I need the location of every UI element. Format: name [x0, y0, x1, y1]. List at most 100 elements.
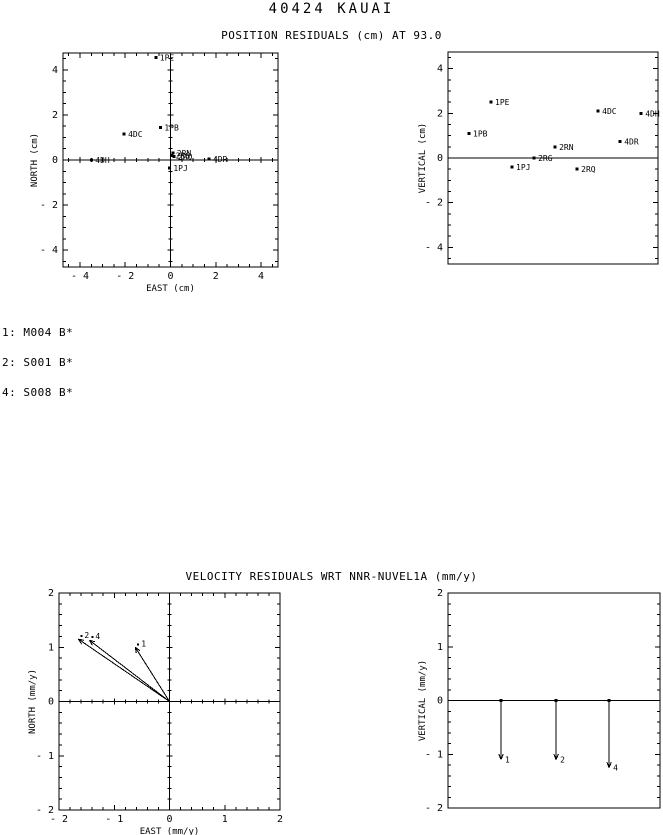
- x-tick-label: 4: [258, 271, 264, 282]
- y-tick-label: - 2: [40, 200, 58, 211]
- y-tick-label: 2: [437, 108, 443, 119]
- data-point-label: 1PE: [160, 54, 175, 63]
- vector-tip-marker: [80, 635, 83, 638]
- y-tick-label: 0: [52, 155, 58, 166]
- velocity-vector: [78, 638, 170, 702]
- x-axis-label: EAST (mm/y): [140, 827, 200, 835]
- x-tick-label: 2: [277, 814, 283, 825]
- y-tick-label: - 1: [425, 749, 443, 760]
- data-point-label: 2RQ: [581, 165, 596, 174]
- data-point-label: 1PE: [495, 98, 510, 107]
- data-point-4DC: [122, 132, 126, 136]
- data-point-2RQ: [172, 155, 176, 159]
- data-point-1PJ: [510, 165, 514, 169]
- velocity-section-title: VELOCITY RESIDUALS WRT NNR-NUVEL1A (mm/y…: [185, 570, 478, 583]
- data-point-label: 1PJ: [173, 164, 187, 173]
- y-tick-label: 0: [437, 696, 443, 707]
- arrow-label: 1: [505, 756, 510, 765]
- x-tick-label: - 2: [116, 271, 134, 282]
- data-point-2RG: [170, 153, 174, 157]
- arrowhead: [498, 753, 502, 760]
- vector-label: 1: [141, 639, 146, 648]
- position-north-east-plot: - 4 - 2 0 2 4 NORTH (cm) - 4 - 2 0 2 4 EAST (cm) 1PE…: [30, 52, 279, 294]
- data-point-label: 2RQ: [178, 153, 193, 162]
- velocity-vector: [134, 646, 170, 702]
- arrowhead: [88, 639, 93, 646]
- data-point-label: 4DC: [602, 107, 617, 116]
- legend-item-1: 1: M004 B*: [2, 326, 74, 339]
- data-point-1PE: [154, 56, 158, 60]
- arrowhead: [134, 647, 137, 654]
- y-tick-label: 0: [48, 697, 54, 708]
- arrowhead: [78, 638, 85, 641]
- y-axis-label: VERTICAL (mm/y): [418, 660, 428, 741]
- arrow-label: 2: [560, 756, 565, 765]
- y-tick-label: 4: [437, 64, 443, 75]
- y-axis-label: NORTH (cm): [30, 133, 40, 187]
- legend-item-2: 2: S001 B*: [2, 356, 74, 369]
- data-point-label: 4DR: [213, 155, 228, 164]
- y-tick-label: 1: [48, 642, 54, 653]
- y-tick-label: - 2: [36, 805, 54, 816]
- data-point-2RN: [553, 145, 557, 149]
- data-point-label: 2RG: [538, 154, 553, 163]
- data-point-label: 4DH: [95, 156, 110, 165]
- vector-label: 2: [84, 631, 89, 640]
- data-point-1PB: [467, 131, 471, 135]
- arrowhead: [134, 646, 141, 652]
- y-tick-label: - 1: [36, 751, 54, 762]
- y-tick-label: 2: [48, 588, 54, 599]
- velocity-vertical-plot: - 2 - 1 0 1 2 VERTICAL (mm/y) 1 2 4: [418, 588, 661, 814]
- arrow-label: 4: [613, 764, 618, 773]
- x-tick-label: 1: [222, 814, 228, 825]
- position-section-title: POSITION RESIDUALS (cm) AT 93.0: [221, 29, 442, 42]
- data-point-1PB: [158, 125, 162, 129]
- data-point-label: 4DR: [624, 137, 639, 146]
- data-point-4DC: [596, 109, 600, 113]
- y-tick-label: 0: [437, 153, 443, 164]
- data-point-4DR: [207, 157, 211, 161]
- y-tick-label: - 4: [40, 245, 58, 256]
- data-point-4DH: [639, 111, 643, 115]
- arrowhead: [500, 753, 504, 760]
- y-tick-label: - 2: [425, 803, 443, 814]
- data-point-4DH: [89, 158, 93, 162]
- x-axis-label: EAST (cm): [146, 284, 195, 294]
- arrowhead: [608, 761, 612, 768]
- x-tick-label: 0: [167, 271, 173, 282]
- data-point-label: 1PJ: [516, 163, 530, 172]
- legend-item-4: 4: S008 B*: [2, 386, 74, 399]
- y-tick-label: 4: [52, 65, 58, 76]
- vector-label: 4: [95, 632, 100, 641]
- arrowhead: [606, 761, 610, 768]
- data-point-1PE: [489, 100, 493, 104]
- y-tick-label: - 2: [425, 198, 443, 209]
- x-tick-label: 0: [166, 814, 172, 825]
- data-point-1PJ: [167, 166, 171, 170]
- x-tick-label: - 1: [105, 814, 123, 825]
- data-point-4DR: [618, 139, 622, 143]
- data-point-2RG: [532, 156, 536, 160]
- data-point-label: 4DH: [645, 109, 660, 118]
- velocity-north-east-plot: - 2 - 1 0 1 2 NORTH (mm/y) - 2 - 1 0 1 2 EAST (mm/y…: [28, 588, 283, 835]
- x-tick-label: 2: [213, 271, 219, 282]
- data-point-2RQ: [575, 167, 579, 171]
- data-point-label: 4DC: [128, 130, 143, 139]
- x-tick-label: - 4: [71, 271, 89, 282]
- page-title: 40424 KAUAI: [268, 1, 395, 17]
- vector-tip-marker: [137, 643, 140, 646]
- data-point-label: 2RN: [177, 149, 192, 158]
- y-tick-label: 1: [437, 642, 443, 653]
- data-point-label: 1PB: [164, 123, 179, 132]
- arrowhead: [555, 753, 559, 760]
- vector-tip-marker: [91, 636, 94, 639]
- y-axis-label: NORTH (mm/y): [28, 669, 38, 734]
- x-tick-label: - 2: [50, 814, 68, 825]
- y-tick-label: 2: [437, 588, 443, 599]
- station-legend: 1: M004 B* 2: S001 B* 4: S008 B*: [2, 308, 73, 408]
- data-point-label: 2RG: [176, 151, 191, 160]
- data-point-label: 1PB: [473, 129, 488, 138]
- data-point-2RN: [171, 151, 175, 155]
- data-point-label: 2RN: [559, 143, 574, 152]
